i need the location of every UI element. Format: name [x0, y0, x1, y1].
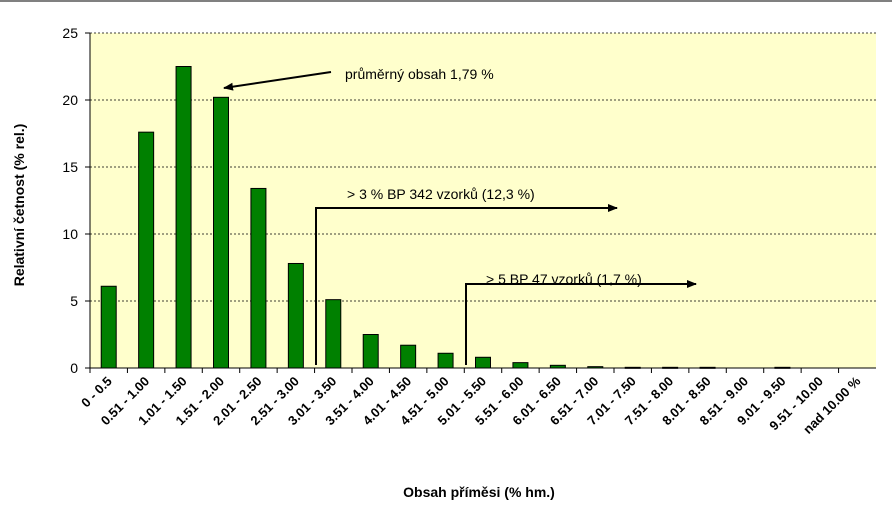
- annotation-over-3: > 3 % BP 342 vzorků (12,3 %): [347, 186, 535, 202]
- y-tick-label: 0: [70, 360, 78, 376]
- bar: [475, 356, 491, 369]
- y-tick-label: 15: [62, 159, 78, 175]
- bar: [400, 344, 417, 369]
- x-axis-title: Obsah příměsi (% hm.): [403, 484, 555, 500]
- bar: [250, 187, 267, 369]
- bar: [362, 334, 379, 369]
- y-tick-label: 20: [62, 92, 78, 108]
- bar: [175, 66, 192, 369]
- bar: [437, 352, 454, 369]
- bar: [213, 96, 229, 369]
- bar: [512, 362, 529, 369]
- annotation-over-5-arrow: [465, 280, 697, 365]
- bar: [100, 285, 117, 369]
- bar: [138, 131, 155, 369]
- y-tick-label: 25: [62, 25, 78, 41]
- bar: [325, 299, 342, 369]
- y-tick-label: 10: [62, 226, 78, 242]
- annotation-mean-arrow: [223, 71, 332, 91]
- y-axis-title: Relativní četnost (% rel.): [11, 124, 27, 287]
- y-tick-label: 5: [70, 293, 78, 309]
- bar: [287, 262, 304, 369]
- annotation-over-3-arrow: [315, 204, 618, 365]
- annotation-mean: průměrný obsah 1,79 %: [345, 66, 494, 82]
